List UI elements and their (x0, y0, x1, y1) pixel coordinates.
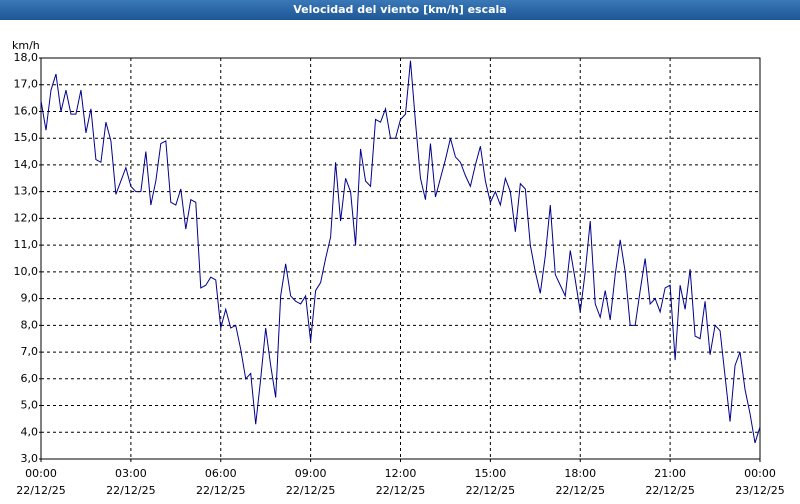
y-tick-label: 14,0 (14, 158, 39, 171)
y-tick-label: 15,0 (14, 131, 39, 144)
y-tick-label: 4,0 (21, 425, 39, 438)
x-tick-label: 21:00 (654, 467, 686, 480)
x-tick-label: 06:00 (205, 467, 237, 480)
y-tick-label: 9,0 (21, 292, 39, 305)
x-tick-label: 03:00 (115, 467, 147, 480)
x-tick-label: 09:00 (295, 467, 327, 480)
x-tick-date: 22/12/25 (466, 484, 515, 497)
y-tick-label: 3,0 (21, 452, 39, 465)
y-tick-label: 16,0 (14, 104, 39, 117)
x-tick-date: 22/12/25 (376, 484, 425, 497)
x-tick-date: 22/12/25 (645, 484, 694, 497)
y-tick-label: 8,0 (21, 318, 39, 331)
x-tick-date: 22/12/25 (286, 484, 335, 497)
x-tick-date: 23/12/25 (735, 484, 784, 497)
x-tick-label: 00:00 (25, 467, 57, 480)
y-tick-label: 12,0 (14, 211, 39, 224)
x-tick-date: 22/12/25 (16, 484, 65, 497)
line (40, 60, 761, 444)
y-tick-label: 11,0 (14, 238, 39, 251)
x-tick-label: 18:00 (564, 467, 596, 480)
y-tick-label: 17,0 (14, 78, 39, 91)
y-tick-label: 13,0 (14, 185, 39, 198)
y-axis-label: km/h (12, 39, 40, 52)
y-tick-label: 18,0 (14, 51, 39, 64)
x-tick-label: 00:00 (744, 467, 776, 480)
x-tick-label: 12:00 (385, 467, 417, 480)
title-bar (0, 0, 800, 20)
x-tick-date: 22/12/25 (196, 484, 245, 497)
chart-title: Velocidad del viento [km/h] escala (293, 3, 506, 16)
y-tick-label: 10,0 (14, 265, 39, 278)
x-tick-label: 15:00 (475, 467, 507, 480)
x-tick-date: 22/12/25 (106, 484, 155, 497)
y-tick-label: 6,0 (21, 372, 39, 385)
y-tick-label: 7,0 (21, 345, 39, 358)
y-tick-label: 5,0 (21, 399, 39, 412)
x-tick-date: 22/12/25 (556, 484, 605, 497)
